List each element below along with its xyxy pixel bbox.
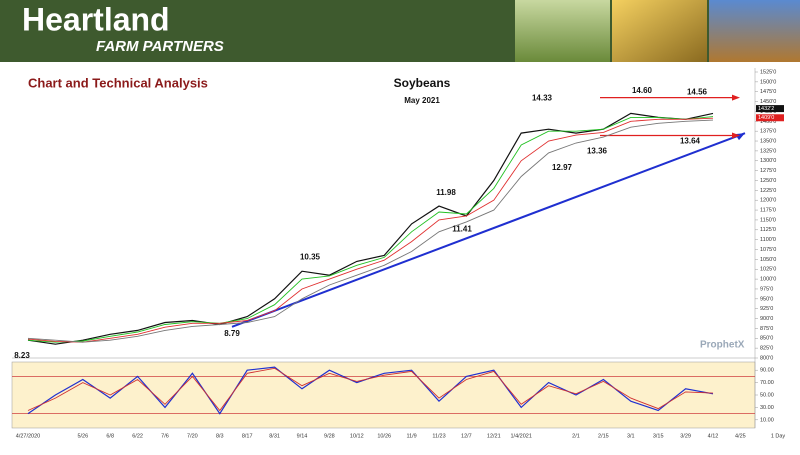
brand: Heartland — [22, 1, 170, 37]
y-tick-label: 1300'0 — [760, 158, 776, 164]
x-tick-label: 11/23 — [432, 433, 445, 439]
x-tick-label: 10/12 — [350, 433, 364, 439]
y-tick-label: 800'0 — [760, 355, 773, 361]
price-annotation: 8.79 — [224, 329, 240, 338]
y-tick-label: 70.00 — [760, 380, 774, 386]
price-line — [27, 112, 714, 345]
x-tick-label: 3/29 — [680, 433, 691, 439]
y-tick-label: 1075'0 — [760, 247, 776, 253]
x-tick-label: 9/28 — [324, 433, 335, 439]
x-tick-label: 9/14 — [297, 433, 308, 439]
interval: 1 Day — [771, 433, 786, 439]
watermark: ProphetX — [700, 340, 745, 351]
x-tick-label: 10/26 — [377, 433, 391, 439]
y-tick-label: 1050'0 — [760, 257, 776, 263]
price-annotation: 12.97 — [552, 163, 573, 172]
y-tick-label: 1025'0 — [760, 267, 776, 273]
y-tick-label: 1125'0 — [760, 227, 776, 233]
x-tick-label: 8/3 — [216, 433, 224, 439]
y-tick-label: 90.00 — [760, 368, 774, 374]
brand-sub: FARM PARTNERS — [96, 38, 224, 55]
photo — [709, 0, 800, 62]
x-tick-label: 11/9 — [406, 433, 416, 439]
price-annotation: 11.98 — [436, 188, 456, 197]
y-tick-label: 1250'0 — [760, 178, 776, 184]
price-annotation: 11.41 — [452, 225, 472, 234]
y-tick-label: 1350'0 — [760, 138, 776, 144]
price-tag-label: 1409'0 — [758, 115, 774, 121]
y-tick-label: 975'0 — [760, 286, 773, 292]
y-tick-label: 1400'0 — [760, 119, 776, 125]
y-tick-label: 1525'0 — [760, 69, 776, 75]
y-tick-label: 1500'0 — [760, 79, 776, 85]
x-tick-label: 7/6 — [161, 433, 169, 439]
price-tag — [756, 114, 784, 122]
price-annotation: 13.36 — [587, 147, 608, 156]
price-annotation: 14.60 — [632, 86, 653, 95]
price-annotation: 14.56 — [687, 87, 708, 96]
x-tick-label: 2/15 — [598, 433, 609, 439]
y-tick-label: 10.00 — [760, 417, 774, 423]
y-tick-label: 900'0 — [760, 316, 773, 322]
x-tick-label: 1/4/2021 — [510, 433, 531, 439]
x-tick-label: 12/7 — [461, 433, 472, 439]
y-tick-label: 1225'0 — [760, 188, 776, 194]
x-tick-label: 4/12 — [708, 433, 719, 439]
price-annotation: 8.23 — [14, 351, 30, 360]
x-tick-label: 2/1 — [572, 433, 580, 439]
oscillator-panel — [11, 361, 756, 429]
y-tick-label: 1375'0 — [760, 129, 776, 135]
y-tick-label: 1275'0 — [760, 168, 776, 174]
price-line — [27, 367, 714, 412]
y-tick-label: 925'0 — [760, 306, 773, 312]
arrowhead — [732, 94, 740, 101]
x-tick-label: 7/20 — [187, 433, 198, 439]
y-tick-label: 30.00 — [760, 405, 774, 411]
photo — [515, 0, 610, 62]
price-line — [27, 117, 714, 343]
price-line — [27, 119, 714, 343]
y-tick-label: 1325'0 — [760, 148, 776, 154]
y-tick-label: 1200'0 — [760, 198, 776, 204]
x-tick-label: 12/21 — [487, 433, 501, 439]
x-tick-label: 3/1 — [627, 433, 635, 439]
price-annotation: 10.35 — [300, 252, 321, 261]
chart-title: Soybeans — [394, 76, 451, 90]
price-annotation: 14.33 — [532, 93, 553, 102]
x-tick-label: 5/26 — [77, 433, 88, 439]
x-tick-label: 3/15 — [653, 433, 664, 439]
arrowhead — [732, 132, 740, 139]
y-tick-label: 875'0 — [760, 326, 773, 332]
page-title: Chart and Technical Analysis — [28, 75, 208, 90]
chart-subtitle: May 2021 — [404, 96, 440, 105]
x-tick-label: 8/31 — [269, 433, 280, 439]
y-tick-label: 850'0 — [760, 336, 773, 342]
y-tick-label: 1475'0 — [760, 89, 776, 95]
trendline — [231, 132, 746, 328]
price-annotation: 13.64 — [680, 137, 701, 146]
x-tick-label: 6/8 — [106, 433, 114, 439]
price-tag-label: 1432'2 — [758, 106, 774, 112]
x-tick-label: 4/27/2020 — [16, 433, 40, 439]
photo — [612, 0, 707, 62]
x-tick-label: 6/22 — [132, 433, 143, 439]
y-tick-label: 825'0 — [760, 346, 773, 352]
price-tag — [756, 105, 784, 113]
y-tick-label: 1150'0 — [760, 217, 776, 223]
y-tick-label: 1000'0 — [760, 277, 776, 283]
price-line — [27, 116, 714, 343]
y-tick-label: 1175'0 — [760, 208, 776, 214]
x-tick-label: 4/25 — [735, 433, 746, 439]
y-tick-label: 1450'0 — [760, 99, 776, 105]
y-tick-label: 950'0 — [760, 296, 773, 302]
x-tick-label: 8/17 — [242, 433, 253, 439]
y-tick-label: 50.00 — [760, 392, 774, 398]
y-tick-label: 1100'0 — [760, 237, 776, 243]
